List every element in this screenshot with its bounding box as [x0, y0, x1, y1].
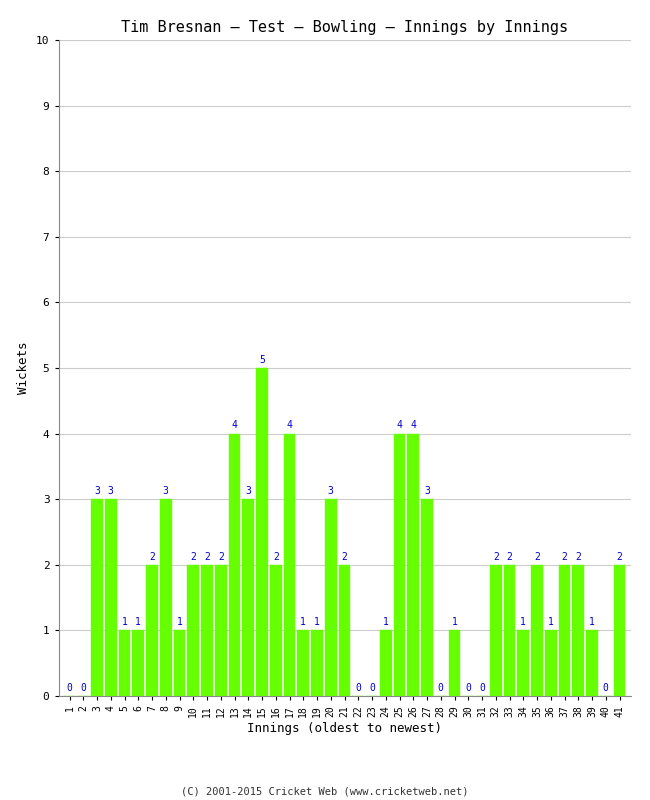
- Bar: [380, 630, 391, 696]
- Text: 1: 1: [383, 617, 389, 627]
- Text: 2: 2: [506, 551, 512, 562]
- Text: 2: 2: [190, 551, 196, 562]
- Text: 0: 0: [369, 682, 375, 693]
- Text: 0: 0: [356, 682, 361, 693]
- Text: 2: 2: [562, 551, 567, 562]
- Text: 4: 4: [231, 420, 237, 430]
- Text: 2: 2: [218, 551, 224, 562]
- Text: 2: 2: [204, 551, 210, 562]
- Bar: [215, 565, 227, 696]
- Text: 1: 1: [589, 617, 595, 627]
- Bar: [298, 630, 309, 696]
- Text: 5: 5: [259, 354, 265, 365]
- Text: 1: 1: [452, 617, 458, 627]
- Text: (C) 2001-2015 Cricket Web (www.cricketweb.net): (C) 2001-2015 Cricket Web (www.cricketwe…: [181, 786, 469, 796]
- Bar: [146, 565, 158, 696]
- Text: 1: 1: [122, 617, 127, 627]
- Text: 1: 1: [314, 617, 320, 627]
- Bar: [256, 368, 268, 696]
- Text: 2: 2: [534, 551, 540, 562]
- Bar: [339, 565, 350, 696]
- Bar: [490, 565, 502, 696]
- Text: 4: 4: [396, 420, 402, 430]
- Text: 2: 2: [493, 551, 499, 562]
- Bar: [517, 630, 529, 696]
- Title: Tim Bresnan – Test – Bowling – Innings by Innings: Tim Bresnan – Test – Bowling – Innings b…: [121, 20, 568, 34]
- Text: 0: 0: [438, 682, 444, 693]
- Bar: [614, 565, 625, 696]
- Bar: [242, 499, 254, 696]
- Text: 3: 3: [162, 486, 169, 496]
- Bar: [408, 434, 419, 696]
- Bar: [105, 499, 116, 696]
- Text: 0: 0: [66, 682, 72, 693]
- Text: 3: 3: [108, 486, 114, 496]
- Bar: [586, 630, 598, 696]
- Text: 2: 2: [341, 551, 348, 562]
- Bar: [545, 630, 556, 696]
- Bar: [421, 499, 433, 696]
- Text: 2: 2: [149, 551, 155, 562]
- Text: 3: 3: [328, 486, 333, 496]
- Bar: [573, 565, 584, 696]
- Bar: [229, 434, 240, 696]
- Bar: [504, 565, 515, 696]
- Bar: [311, 630, 323, 696]
- Bar: [160, 499, 172, 696]
- Text: 4: 4: [287, 420, 292, 430]
- Text: 3: 3: [424, 486, 430, 496]
- Bar: [394, 434, 406, 696]
- Bar: [270, 565, 281, 696]
- Bar: [558, 565, 570, 696]
- Text: 2: 2: [575, 551, 581, 562]
- Text: 1: 1: [300, 617, 306, 627]
- Bar: [119, 630, 131, 696]
- Text: 1: 1: [135, 617, 141, 627]
- Text: 0: 0: [479, 682, 485, 693]
- Text: 0: 0: [81, 682, 86, 693]
- Y-axis label: Wickets: Wickets: [18, 342, 31, 394]
- Bar: [531, 565, 543, 696]
- Bar: [325, 499, 337, 696]
- Bar: [133, 630, 144, 696]
- Text: 4: 4: [410, 420, 416, 430]
- Text: 3: 3: [245, 486, 251, 496]
- Text: 1: 1: [520, 617, 526, 627]
- Text: 1: 1: [177, 617, 183, 627]
- Bar: [283, 434, 295, 696]
- Bar: [201, 565, 213, 696]
- Text: 0: 0: [603, 682, 608, 693]
- Bar: [187, 565, 199, 696]
- Text: 1: 1: [548, 617, 554, 627]
- Bar: [91, 499, 103, 696]
- Text: 0: 0: [465, 682, 471, 693]
- Text: 2: 2: [273, 551, 279, 562]
- Text: 3: 3: [94, 486, 100, 496]
- X-axis label: Innings (oldest to newest): Innings (oldest to newest): [247, 722, 442, 735]
- Bar: [174, 630, 185, 696]
- Bar: [448, 630, 460, 696]
- Text: 2: 2: [617, 551, 623, 562]
